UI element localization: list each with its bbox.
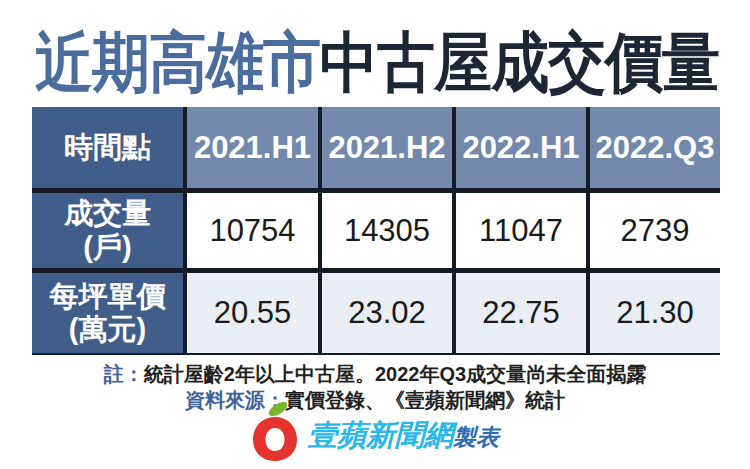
brand-footer: 壹蘋新聞網製表: [252, 400, 499, 462]
title-highlight: 近期高雄市: [35, 25, 320, 98]
table-cell: 10754: [187, 193, 318, 268]
table-cell: 2739: [590, 193, 720, 268]
table-cell: 21.30: [590, 273, 720, 353]
note-label: 註：: [104, 363, 144, 385]
table-cell: 20.55: [187, 273, 318, 353]
table-cell: 14305: [322, 193, 452, 268]
data-table: 時間點 2021.H1 2021.H2 2022.H1 2022.Q3 成交量(…: [32, 107, 720, 355]
row-label: 每坪單價(萬元): [32, 273, 183, 353]
header-label-cell: 時間點: [32, 107, 183, 188]
header-cell: 2022.H1: [456, 107, 586, 188]
note-line: 註：統計屋齡2年以上中古屋。2022年Q3成交量尚未全面揭露: [0, 361, 750, 387]
brand-suffix: 製表: [453, 424, 499, 450]
note-text: 統計屋齡2年以上中古屋。2022年Q3成交量尚未全面揭露: [144, 363, 646, 385]
table-cell: 22.75: [456, 273, 586, 353]
header-cell: 2021.H2: [322, 107, 452, 188]
page-title: 近期高雄市中古屋成交價量: [35, 19, 750, 107]
table-cell: 23.02: [322, 273, 452, 353]
table-cell: 11047: [456, 193, 586, 268]
row-label: 成交量(戶): [32, 193, 183, 268]
brand-name: 壹蘋新聞網: [308, 419, 453, 451]
apple-logo-icon: [252, 400, 298, 462]
header-cell: 2022.Q3: [590, 107, 720, 188]
header-cell: 2021.H1: [187, 107, 318, 188]
title-rest: 中古屋成交價量: [320, 25, 719, 98]
